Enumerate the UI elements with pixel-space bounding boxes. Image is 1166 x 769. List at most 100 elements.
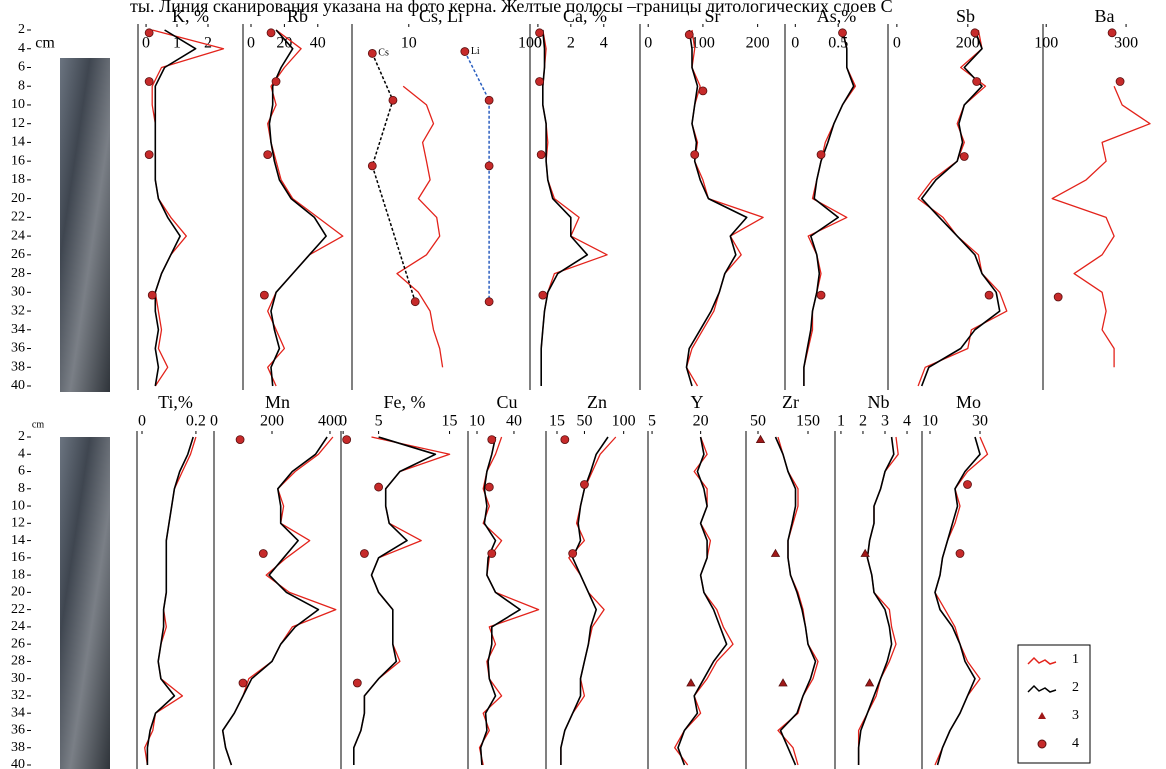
legend-box [1017,644,1091,764]
smooth-line [154,29,197,387]
smooth-line [685,29,748,387]
sample-dot [484,161,494,171]
x-tick-label: 50 [576,413,592,430]
raw-line [353,436,451,765]
smooth-line [560,436,609,765]
x-tick-label: 0 [247,35,255,52]
y-tick-label: 2 [18,22,25,37]
y-tick-label: 18 [11,567,25,582]
smooth-line [677,436,728,766]
legend-symbol [1038,712,1046,719]
panel-title: Y [691,392,704,412]
y-tick-label: 34 [11,705,25,720]
x-tick-label: 0 [534,35,542,52]
sample-dot [487,435,497,444]
x-tick-label: 4 [600,35,608,52]
legend-label: 3 [1072,708,1079,723]
sample-dot [690,150,700,160]
legend-symbol [1027,684,1057,693]
x-tick-label: 200 [746,35,770,52]
sample-dot [972,77,982,86]
smooth-line [934,436,981,766]
raw-line [674,436,734,766]
core-photo [60,58,110,392]
x-tick-label: 100 [691,35,715,52]
sample-dot [959,152,969,161]
sample-dot [147,290,157,300]
sample-dot [360,549,369,558]
raw-line [151,29,225,387]
raw-line [857,436,899,765]
y-tick-label: 32 [11,303,25,318]
y-tick-label: 38 [11,359,25,374]
x-tick-label: 10 [401,35,417,52]
x-tick-label: 10 [469,413,485,430]
panel-title: Fe, % [384,392,426,412]
sample-dot [484,95,494,105]
y-tick-label: 8 [18,481,25,496]
sample-dot [684,30,694,40]
smooth-line [221,436,328,766]
panel-title: K, % [172,6,209,26]
panel-title: Sr [704,6,720,26]
y-tick-label: 6 [18,464,25,479]
y-tick-label: 32 [11,688,25,703]
panel-title: Sb [956,6,975,26]
x-tick-label: 200 [956,35,980,52]
x-tick-label: 300 [1114,35,1138,52]
panel-title: Cs, Li [419,6,463,26]
sample-dot [538,290,548,300]
y-tick-label: 38 [11,740,25,755]
sample-dot [984,290,994,300]
sample-dot [460,47,470,56]
sample-dot [838,28,847,38]
sample-dot [144,77,154,86]
panel-title: Ca, % [563,6,607,26]
panel-title: Cu [496,392,517,412]
sample-dot [235,435,245,444]
smooth-line [920,29,1001,387]
sample-dot [1115,77,1125,86]
x-tick-label: 0.5 [828,35,848,52]
smooth-line [857,436,895,765]
core-photo [60,437,110,769]
y-tick-label: 36 [11,723,25,738]
x-tick-label: 10 [922,413,938,430]
y-tick-label: 4 [18,446,25,461]
sample-dot [342,435,352,444]
x-tick-label: 100 [1034,35,1058,52]
x-tick-label: 2 [859,413,867,430]
sample-dot [367,49,377,58]
panel-title: Ba [1095,6,1115,26]
y-tick-label: 22 [11,602,25,617]
x-tick-label: 2 [567,35,575,52]
x-tick-label: 0 [142,35,150,52]
x-tick-label: 2 [204,35,212,52]
raw-line [1051,85,1151,368]
sample-dot [144,150,154,160]
x-tick-label: 50 [750,413,766,430]
y-tick-label: 14 [11,135,25,150]
panel-title: Zr [782,392,799,412]
y-tick-label: 2 [18,429,25,444]
panel-title: Mn [265,392,290,412]
x-tick-label: 5 [648,413,656,430]
sample-dot [238,678,248,688]
sample-dot [410,297,420,307]
panel-title: Ti,% [158,392,193,412]
legend-label: 1 [1072,652,1079,667]
sample-label: Li [471,46,480,57]
raw-line [777,436,819,766]
sample-dot [580,480,589,489]
caption: ты. Линия сканирования указана на фото к… [130,0,893,16]
x-tick-label: 0 [893,35,901,52]
smooth-line [479,436,521,766]
x-tick-label: 0 [791,35,799,52]
y-tick-label: 20 [11,585,25,600]
y-tick-label: 6 [18,60,25,75]
x-tick-label: 0 [138,413,146,430]
panel-title: Zn [587,392,607,412]
raw-line [144,436,197,766]
sample-dot [258,549,268,558]
sample-dot [1053,292,1063,302]
